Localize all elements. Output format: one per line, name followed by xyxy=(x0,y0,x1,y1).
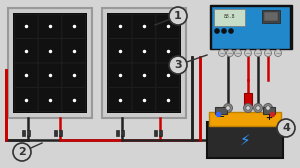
Circle shape xyxy=(235,50,242,56)
Circle shape xyxy=(265,50,272,56)
FancyBboxPatch shape xyxy=(158,130,161,136)
FancyBboxPatch shape xyxy=(212,7,290,49)
FancyBboxPatch shape xyxy=(156,63,180,87)
FancyBboxPatch shape xyxy=(62,39,86,63)
FancyBboxPatch shape xyxy=(156,87,180,112)
FancyBboxPatch shape xyxy=(14,14,38,39)
Circle shape xyxy=(226,106,230,110)
Circle shape xyxy=(244,103,253,113)
FancyBboxPatch shape xyxy=(132,87,156,112)
FancyBboxPatch shape xyxy=(132,63,156,87)
FancyBboxPatch shape xyxy=(14,39,38,63)
Circle shape xyxy=(254,103,262,113)
FancyBboxPatch shape xyxy=(38,39,62,63)
FancyBboxPatch shape xyxy=(262,10,280,23)
Text: −: − xyxy=(218,113,224,121)
Bar xyxy=(13,13,87,113)
FancyBboxPatch shape xyxy=(121,130,124,136)
FancyBboxPatch shape xyxy=(215,107,227,114)
FancyBboxPatch shape xyxy=(209,112,281,126)
Circle shape xyxy=(246,106,250,110)
Text: +: + xyxy=(266,113,272,121)
FancyBboxPatch shape xyxy=(207,122,283,158)
Text: 4: 4 xyxy=(282,123,290,133)
FancyBboxPatch shape xyxy=(62,14,86,39)
Circle shape xyxy=(221,29,226,33)
Circle shape xyxy=(214,29,220,33)
Text: 3: 3 xyxy=(174,60,182,70)
FancyBboxPatch shape xyxy=(38,87,62,112)
Bar xyxy=(107,13,181,113)
Circle shape xyxy=(263,103,272,113)
Circle shape xyxy=(224,103,232,113)
Circle shape xyxy=(277,119,295,137)
FancyBboxPatch shape xyxy=(154,130,157,136)
Circle shape xyxy=(226,50,233,56)
Text: 88.8: 88.8 xyxy=(223,14,235,19)
FancyBboxPatch shape xyxy=(263,107,275,114)
FancyBboxPatch shape xyxy=(156,14,180,39)
FancyBboxPatch shape xyxy=(156,39,180,63)
Text: 2: 2 xyxy=(18,147,26,157)
FancyBboxPatch shape xyxy=(38,14,62,39)
Text: 1: 1 xyxy=(174,11,182,21)
FancyBboxPatch shape xyxy=(108,14,132,39)
FancyBboxPatch shape xyxy=(116,130,118,136)
FancyBboxPatch shape xyxy=(22,130,25,136)
FancyBboxPatch shape xyxy=(210,5,292,49)
Circle shape xyxy=(266,106,270,110)
Circle shape xyxy=(13,143,31,161)
Circle shape xyxy=(244,50,251,56)
FancyBboxPatch shape xyxy=(108,63,132,87)
Circle shape xyxy=(254,50,262,56)
FancyBboxPatch shape xyxy=(58,130,61,136)
FancyBboxPatch shape xyxy=(132,39,156,63)
FancyBboxPatch shape xyxy=(102,8,186,118)
Circle shape xyxy=(229,29,233,33)
Circle shape xyxy=(169,7,187,25)
FancyBboxPatch shape xyxy=(62,87,86,112)
FancyBboxPatch shape xyxy=(38,63,62,87)
FancyBboxPatch shape xyxy=(26,130,29,136)
FancyBboxPatch shape xyxy=(264,12,278,21)
FancyBboxPatch shape xyxy=(244,93,252,105)
Circle shape xyxy=(274,50,281,56)
FancyBboxPatch shape xyxy=(14,63,38,87)
FancyBboxPatch shape xyxy=(108,87,132,112)
FancyBboxPatch shape xyxy=(132,14,156,39)
Text: ⚡: ⚡ xyxy=(240,133,250,148)
Circle shape xyxy=(256,106,260,110)
FancyBboxPatch shape xyxy=(62,63,86,87)
FancyBboxPatch shape xyxy=(108,39,132,63)
Circle shape xyxy=(218,50,226,56)
FancyBboxPatch shape xyxy=(8,8,92,118)
Circle shape xyxy=(169,56,187,74)
FancyBboxPatch shape xyxy=(214,9,244,26)
FancyBboxPatch shape xyxy=(53,130,56,136)
FancyBboxPatch shape xyxy=(14,87,38,112)
